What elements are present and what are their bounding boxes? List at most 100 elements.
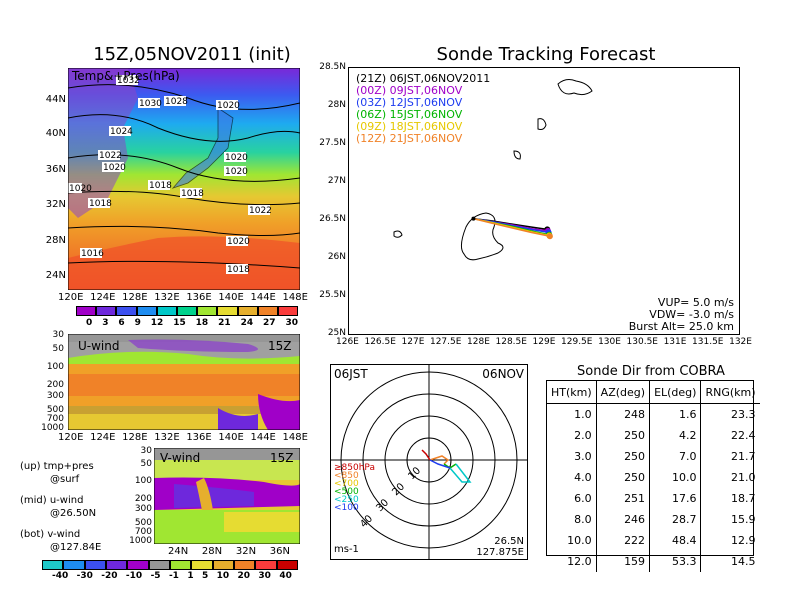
v-wind-time: 15Z [270,451,294,465]
colorbar-swatch [116,306,137,316]
colorbar-swatch [257,306,278,316]
table-cell: 248 [595,403,650,425]
lon-tick-label: 132E [729,337,752,347]
pressure-tick-label: 50 [140,459,152,469]
colorbar-swatch [255,560,277,570]
u-wind-time: 15Z [268,339,292,353]
colorbar-swatch [96,306,117,316]
temperature-pressure-map: 1032 1030 1028 1020 1024 1022 1020 1020 … [68,68,300,290]
lon-tick-label: 128E [122,292,148,303]
pressure-tick-label: 30 [52,330,64,340]
colorbar-swatch [156,306,177,316]
isobar-label: 1018 [181,189,204,199]
lon-tick-label: 129E [532,337,556,347]
polar-unit: ms-1 [334,544,359,555]
lat-tick-label: 28N [201,546,223,557]
lat-tick-label: 28.5N [319,62,346,72]
isobar-label: 1018 [89,199,112,209]
lon-tick-label: 130E [598,337,621,347]
lon-tick-label: 144E [250,292,276,303]
table-cell: 53.3 [649,551,701,572]
lon-tick-label: 129.5E [561,337,593,347]
lon-tick-label: 148E [282,432,308,443]
landing-point [546,233,553,240]
track-legend-item: (06Z) 15JST,06NOV [356,108,463,121]
colorbar-tick: 0 [86,318,93,328]
lon-tick-label: 140E [218,292,244,303]
lon-tick-label: 132E [154,432,180,443]
colorbar-swatch [42,560,64,570]
v-wind-lat-axis: 24N 28N 32N 36N [168,546,290,557]
table-cell: 2.0 [574,429,592,442]
lat-tick-label: 40N [45,128,66,139]
hodograph-trace-high [449,463,472,483]
lat-tick-label: 26N [327,252,346,262]
level-legend-item: <700 [334,479,359,489]
u-wind-cross-section: U-wind 15Z [68,334,300,430]
lon-tick-label: 128E [122,432,148,443]
colorbar-tick: -40 [52,571,69,581]
track-legend-item: (00Z) 09JST,06NOV [356,84,463,97]
wind-colorbar [42,560,298,570]
polar-date: 06NOV [482,367,524,381]
colorbar-swatch [176,306,198,316]
track-legend-item: (03Z) 12JST,06NOV [356,96,463,109]
colorbar-tick: -5 [150,571,161,581]
v-wind-label: V-wind [160,451,200,465]
isobar-label: 1020 [69,184,92,194]
level-legend-item: <850 [334,471,359,481]
colorbar-swatch [197,306,218,316]
sonde-tracking-map: (21Z) 06JST,06NOV2011(00Z) 09JST,06NOV(0… [348,67,740,335]
table-row: 10.0 222 48.4 12.9 [547,530,760,551]
table-header-row: HT(km) AZ(deg) EL(deg) RNG(km) [547,381,760,404]
tracking-lon-axis: 126E 126.5E 127E 127.5E 128E 128.5E 129E… [336,337,752,347]
easterly-band [68,334,300,342]
lon-tick-label: 148E [282,292,308,303]
colorbar-tick: 18 [195,318,209,328]
isobar-label: 1020 [103,163,126,173]
tracking-legend: (21Z) 06JST,06NOV2011(00Z) 09JST,06NOV(0… [356,72,490,145]
lat-tick-label: 36N [269,546,290,557]
lat-tick-label: 27.5N [319,138,346,148]
lon-tick-label: 126.5E [364,337,396,347]
colorbar-swatch [84,560,106,570]
colorbar-tick: 12 [150,318,164,328]
table-cell: 48.4 [649,530,701,551]
lon-tick-label: 128E [467,337,490,347]
colorbar-swatch [212,560,234,570]
colorbar-tick: 1 [187,571,194,581]
wind-colorbar-labels: -40 -30 -20 -10 -5 -1 1 5 10 20 30 40 [52,571,292,581]
pressure-tick-label: 500 [46,405,64,415]
colorbar-swatch [237,306,258,316]
colorbar-swatch [127,560,149,570]
colorbar-tick: 20 [237,571,251,581]
lon-tick-label: 120E [58,292,84,303]
pressure-tick-label: 700 [134,527,152,537]
lon-tick-label: 124E [90,292,116,303]
warm-region [68,236,300,290]
lon-tick-label: 131.5E [692,337,724,347]
pressure-tick-label: 1000 [129,536,152,546]
lon-tick-label: 131E [663,337,687,347]
small-island [513,150,521,160]
table-cell: 21.7 [700,446,760,467]
tracking-title: Sonde Tracking Forecast [436,44,656,65]
legend-line: @127.84E [50,542,102,553]
isobar-label: 1016 [81,249,104,259]
temperature-colorbar-labels: 0 3 6 9 12 15 18 21 24 27 30 [86,318,298,328]
hodograph-trace-low [421,449,431,461]
okinawa-island [460,212,504,261]
hodograph-trace-mid [429,455,450,465]
pressure-tick-label: 100 [46,362,64,372]
isobar-label: 1022 [249,206,272,216]
colorbar-swatch [148,560,170,570]
track-legend-item: (21Z) 06JST,06NOV2011 [356,72,490,85]
level-legend-item: <250 [334,495,359,505]
v-wind-pressure-axis: 30 50 100 200 300 500 700 1000 [118,446,152,546]
level-legend: ≥850hPa<850<700<500<250<100 [334,463,375,513]
table-row: 8.0 246 28.7 15.9 [547,509,760,530]
surface-easterly [258,394,300,430]
table-row: 6.0 251 17.6 18.7 [547,488,760,509]
lat-tick-label: 26.5N [319,214,346,224]
isobar-label: 1024 [110,127,133,137]
